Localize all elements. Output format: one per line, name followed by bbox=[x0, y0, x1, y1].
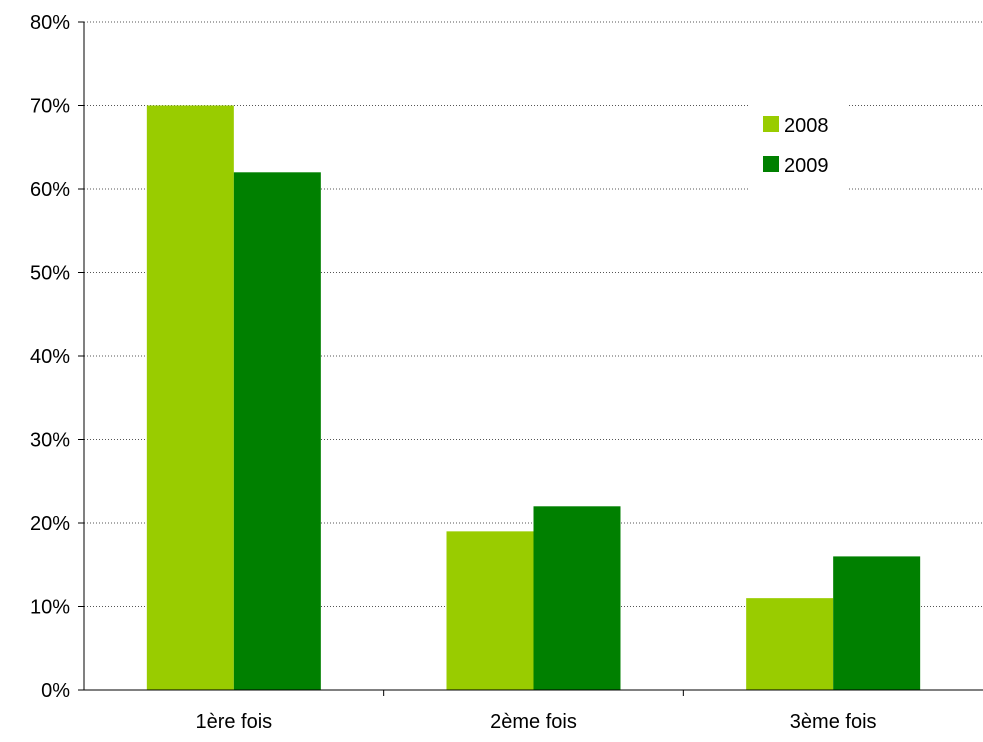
bar-2009-1 bbox=[233, 172, 321, 691]
legend-background bbox=[750, 98, 848, 190]
legend-label-2009: 2009 bbox=[784, 155, 829, 177]
legend-label-2008: 2008 bbox=[784, 115, 829, 137]
legend-swatch-2009 bbox=[763, 156, 779, 172]
y-tick-label: 40% bbox=[30, 346, 70, 368]
x-category-labels: 1ère fois 2ème fois 3ème fois bbox=[195, 711, 876, 733]
legend: 2008 2009 bbox=[750, 98, 848, 190]
y-tick-label: 70% bbox=[30, 96, 70, 118]
legend-swatch-2008 bbox=[763, 116, 779, 132]
axes bbox=[78, 21, 983, 696]
x-category-label: 2ème fois bbox=[490, 711, 577, 733]
bars bbox=[146, 105, 921, 691]
y-tick-label: 30% bbox=[30, 430, 70, 452]
y-tick-label: 80% bbox=[30, 12, 70, 34]
y-tick-label: 20% bbox=[30, 513, 70, 535]
bar-2008-3 bbox=[746, 598, 834, 690]
bar-2009-2 bbox=[533, 506, 621, 690]
x-category-label: 3ème fois bbox=[790, 711, 877, 733]
y-tick-label: 0% bbox=[41, 680, 70, 702]
y-tick-label: 10% bbox=[30, 597, 70, 619]
bar-2008-2 bbox=[446, 531, 534, 690]
y-tick-labels: 0% 10% 20% 30% 40% 50% 60% 70% 80% bbox=[30, 12, 70, 702]
y-tick-label: 50% bbox=[30, 263, 70, 285]
bar-2008-1 bbox=[146, 105, 234, 690]
bar-2009-3 bbox=[833, 556, 921, 690]
x-category-label: 1ère fois bbox=[195, 711, 272, 733]
y-tick-label: 60% bbox=[30, 179, 70, 201]
